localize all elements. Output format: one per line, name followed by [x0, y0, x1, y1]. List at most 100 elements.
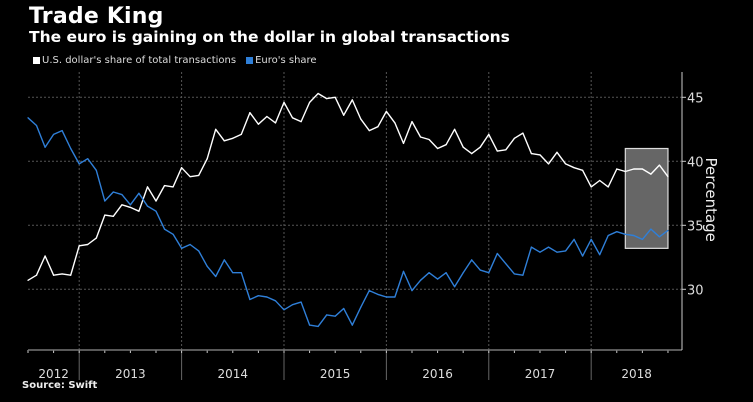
point-usd: [513, 137, 515, 139]
point-usd: [112, 215, 114, 217]
point-usd: [385, 110, 387, 112]
point-usd: [343, 114, 345, 116]
point-usd: [428, 138, 430, 141]
series-euro: [27, 117, 669, 328]
point-euro: [547, 246, 550, 248]
point-usd: [607, 186, 609, 188]
point-usd: [377, 126, 379, 128]
point-usd: [215, 128, 217, 130]
point-usd: [163, 185, 166, 187]
point-usd: [172, 186, 174, 188]
legend-label-usd: U.S. dollar's share of total transaction…: [42, 55, 237, 66]
point-euro: [402, 270, 405, 272]
point-usd: [616, 168, 618, 170]
point-euro: [522, 274, 524, 276]
point-usd: [658, 164, 661, 166]
point-usd: [360, 118, 362, 120]
point-euro: [240, 272, 242, 274]
point-euro: [454, 286, 456, 288]
point-usd: [308, 101, 311, 104]
point-euro: [223, 259, 225, 261]
legend-swatch-usd: [33, 57, 40, 64]
point-euro: [658, 236, 661, 238]
point-usd: [155, 200, 157, 202]
legend: U.S. dollar's share of total transaction…: [33, 55, 317, 66]
line-euro: [27, 117, 669, 328]
point-usd: [556, 151, 558, 153]
point-euro: [633, 234, 635, 237]
point-euro: [496, 252, 498, 255]
point-usd: [61, 273, 63, 275]
point-euro: [27, 117, 29, 119]
x-tick-label: 2012: [38, 367, 69, 381]
point-euro: [87, 158, 89, 160]
x-tick-label: 2013: [115, 367, 146, 381]
point-usd: [564, 163, 567, 165]
point-usd: [300, 121, 302, 123]
point-euro: [590, 238, 592, 240]
point-usd: [488, 133, 490, 136]
point-usd: [522, 132, 524, 134]
point-usd: [78, 245, 80, 247]
point-euro: [283, 309, 285, 311]
point-usd: [87, 243, 89, 246]
point-euro: [564, 250, 567, 252]
point-euro: [641, 238, 643, 240]
point-usd: [582, 169, 584, 171]
point-usd: [146, 186, 149, 188]
point-euro: [78, 163, 80, 165]
point-usd: [641, 168, 643, 170]
point-euro: [112, 191, 114, 193]
point-euro: [419, 279, 422, 281]
point-euro: [198, 250, 200, 252]
point-euro: [599, 254, 601, 256]
point-usd: [462, 146, 464, 148]
point-euro: [121, 193, 123, 196]
point-usd: [667, 176, 669, 178]
point-usd: [633, 168, 635, 170]
point-euro: [232, 272, 234, 274]
point-usd: [232, 137, 234, 139]
point-usd: [530, 153, 533, 155]
point-euro: [650, 228, 652, 230]
point-usd: [394, 122, 396, 124]
point-usd: [505, 149, 507, 151]
point-euro: [215, 275, 217, 278]
point-euro: [189, 243, 191, 246]
point-usd: [180, 167, 183, 169]
point-usd: [70, 274, 72, 276]
point-usd: [599, 179, 601, 182]
point-euro: [343, 307, 345, 310]
point-euro: [317, 325, 319, 328]
point-usd: [121, 204, 123, 206]
point-usd: [223, 140, 225, 142]
point-usd: [368, 129, 370, 132]
point-usd: [411, 121, 413, 123]
point-usd: [496, 150, 498, 152]
point-euro: [138, 192, 140, 194]
legend-label-euro: Euro's share: [255, 55, 317, 66]
point-euro: [180, 247, 183, 249]
point-euro: [556, 251, 558, 253]
point-usd: [590, 186, 592, 188]
point-euro: [274, 300, 277, 302]
point-usd: [129, 206, 131, 208]
point-usd: [189, 176, 191, 178]
point-euro: [539, 251, 541, 253]
point-euro: [172, 233, 174, 235]
point-usd: [27, 279, 29, 281]
point-usd: [274, 122, 277, 124]
point-euro: [155, 210, 157, 212]
point-usd: [326, 97, 328, 100]
x-tick-label: 2018: [621, 367, 652, 381]
x-tick-label: 2014: [218, 367, 249, 381]
point-usd: [266, 115, 268, 118]
point-usd: [402, 142, 405, 144]
highlight-box: [624, 147, 669, 249]
point-euro: [377, 293, 379, 296]
point-euro: [326, 314, 328, 316]
point-usd: [104, 214, 106, 216]
point-usd: [471, 153, 473, 155]
legend-item-euro: Euro's share: [246, 55, 317, 66]
point-euro: [95, 169, 97, 171]
